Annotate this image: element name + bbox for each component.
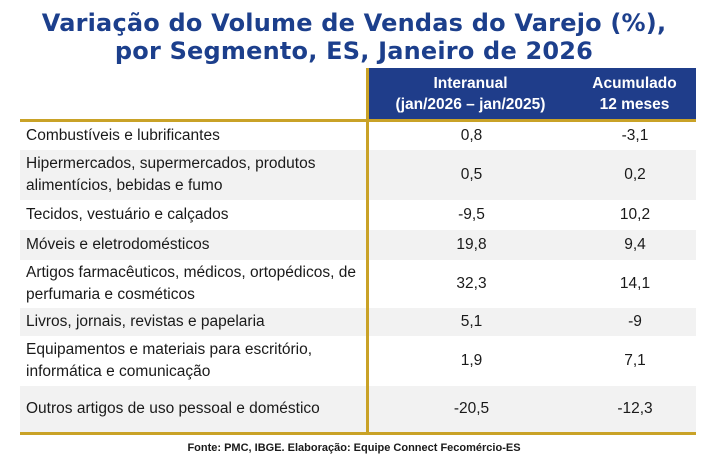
header-acumulado-period: 12 meses	[599, 95, 670, 113]
row-interanual: 0,8	[460, 127, 483, 144]
row-acumulado: -9	[628, 313, 642, 330]
title-line-2: por Segmento, ES, Janeiro de 2026	[114, 37, 594, 65]
title-line-1: Variação do Volume de Vendas do Varejo (…	[41, 9, 667, 37]
source-footnote: Fonte: PMC, IBGE. Elaboração: Equipe Con…	[187, 442, 521, 454]
table-row: Hipermercados, supermercados, produtos a…	[20, 150, 696, 200]
row-interanual: -20,5	[453, 400, 490, 417]
row-acumulado: 0,2	[624, 166, 646, 183]
row-label: Hipermercados, supermercados, produtos a…	[26, 155, 316, 194]
row-interanual: 32,3	[456, 275, 487, 292]
header-divider	[20, 119, 696, 122]
table-row: Livros, jornais, revistas e papelaria 5,…	[20, 308, 696, 336]
row-label: Equipamentos e materiais para escritório…	[26, 341, 313, 380]
header-interanual: Interanual (jan/2026 – jan/2025)	[368, 68, 573, 119]
row-acumulado: 7,1	[624, 352, 646, 369]
row-acumulado: 9,4	[624, 236, 646, 253]
table-row: Combustíveis e lubrificantes 0,8 -3,1	[20, 122, 696, 150]
header-interanual-period: (jan/2026 – jan/2025)	[395, 95, 546, 113]
row-interanual: -9,5	[458, 206, 485, 223]
table-bottom-border	[20, 432, 696, 435]
table-header: Interanual (jan/2026 – jan/2025) Acumula…	[20, 68, 696, 119]
row-interanual: 0,5	[460, 166, 483, 183]
row-label: Tecidos, vestuário e calçados	[26, 206, 229, 223]
header-acumulado-title: Acumulado	[592, 74, 677, 92]
row-label: Móveis e eletrodomésticos	[26, 236, 210, 253]
table-row: Artigos farmacêuticos, médicos, ortopédi…	[20, 260, 696, 308]
row-label: Outros artigos de uso pessoal e doméstic…	[26, 400, 320, 417]
row-acumulado: -12,3	[617, 400, 653, 417]
row-acumulado: -3,1	[621, 127, 649, 144]
row-acumulado: 10,2	[619, 206, 651, 223]
table-row: Equipamentos e materiais para escritório…	[20, 336, 696, 386]
sales-table: Interanual (jan/2026 – jan/2025) Acumula…	[20, 68, 696, 435]
page-title: Variação do Volume de Vendas do Varejo (…	[0, 9, 708, 65]
table-row: Móveis e eletrodomésticos 19,8 9,4	[20, 230, 696, 260]
row-label: Livros, jornais, revistas e papelaria	[26, 313, 265, 330]
row-interanual: 19,8	[456, 236, 487, 253]
row-acumulado: 14,1	[619, 275, 651, 292]
header-interanual-title: Interanual	[433, 74, 508, 92]
row-interanual: 1,9	[460, 352, 483, 369]
row-interanual: 5,1	[460, 313, 483, 330]
header-acumulado: Acumulado 12 meses	[573, 68, 696, 119]
row-label: Combustíveis e lubrificantes	[26, 127, 220, 144]
table-row: Outros artigos de uso pessoal e doméstic…	[20, 386, 696, 432]
column-divider	[366, 68, 369, 434]
table-body: Combustíveis e lubrificantes 0,8 -3,1 Hi…	[20, 122, 696, 432]
table-row: Tecidos, vestuário e calçados -9,5 10,2	[20, 200, 696, 230]
row-label: Artigos farmacêuticos, médicos, ortopédi…	[26, 264, 356, 303]
